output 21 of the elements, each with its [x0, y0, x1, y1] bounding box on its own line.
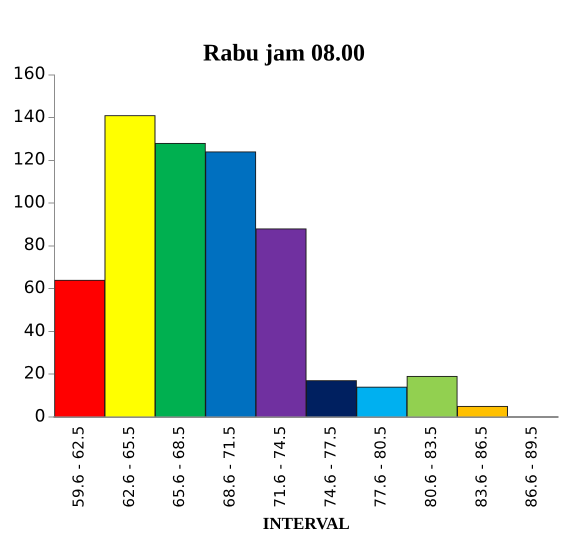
y-tick-label: 60 — [24, 278, 46, 298]
x-tick-label: 86.6 - 89.5 — [522, 426, 541, 508]
y-tick-label: 140 — [12, 106, 46, 127]
x-tick-label: 59.6 - 62.5 — [70, 426, 88, 508]
y-tick-label: 120 — [12, 150, 46, 170]
x-tick-label: 65.6 - 68.5 — [170, 426, 188, 508]
x-tick-label: 71.6 - 74.5 — [270, 426, 289, 508]
x-tick-label: 74.6 - 77.5 — [321, 426, 340, 508]
chart-title: Rabu jam 08.00 — [202, 40, 366, 67]
x-tick-label: 77.6 - 80.5 — [372, 426, 390, 508]
y-tick-label: 20 — [24, 364, 46, 384]
y-tick-label: 40 — [24, 320, 46, 341]
x-tick-label: 68.6 - 71.5 — [220, 426, 239, 508]
y-tick-label: 80 — [24, 235, 46, 256]
x-tick-label: 83.6 - 86.5 — [472, 426, 490, 508]
x-axis-title: INTERVAL — [262, 514, 350, 534]
x-tick-label: 80.6 - 83.5 — [422, 426, 440, 508]
y-tick-label: 0 — [34, 406, 46, 426]
x-tick-label: 62.6 - 65.5 — [120, 426, 138, 508]
y-tick-label: 160 — [12, 64, 46, 84]
y-tick-label: 100 — [12, 192, 46, 212]
